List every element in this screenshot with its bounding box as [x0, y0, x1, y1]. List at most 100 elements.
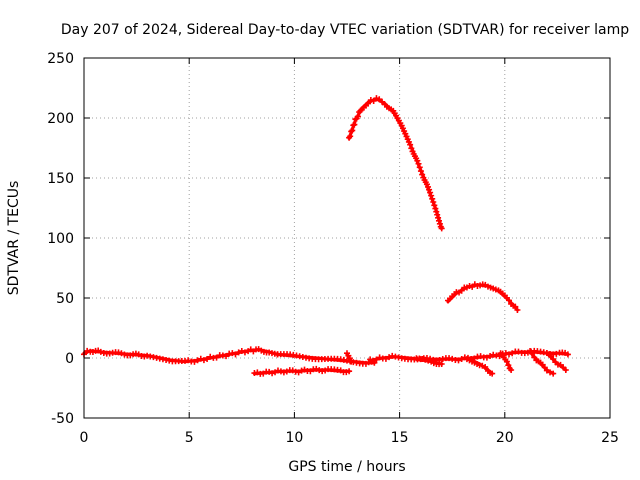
- data-point: [435, 214, 442, 221]
- data-point: [365, 100, 372, 107]
- data-point: [419, 171, 426, 178]
- x-tick-label: 5: [185, 430, 194, 446]
- y-tick-label: 100: [47, 231, 74, 247]
- data-point: [547, 369, 554, 376]
- data-point: [502, 350, 509, 357]
- data-point: [428, 192, 435, 199]
- x-tick-label: 20: [496, 430, 514, 446]
- data-point: [439, 356, 446, 363]
- chart-title: Day 207 of 2024, Sidereal Day-to-day VTE…: [61, 22, 629, 38]
- data-point: [564, 351, 571, 358]
- data-point: [141, 353, 148, 360]
- data-point: [204, 355, 211, 362]
- data-point: [487, 352, 494, 359]
- series-arc-10: [527, 348, 557, 377]
- data-point: [367, 356, 374, 363]
- data-point: [351, 121, 358, 128]
- data-point: [562, 367, 569, 373]
- data-point: [438, 225, 445, 232]
- data-point: [408, 145, 415, 152]
- data-point: [449, 355, 456, 362]
- data-point: [370, 357, 377, 364]
- data-point: [455, 357, 462, 364]
- data-point: [509, 350, 516, 357]
- x-tick-label: 10: [285, 430, 303, 446]
- data-point: [207, 353, 214, 360]
- y-tick-label: 150: [47, 171, 74, 187]
- data-point: [553, 350, 560, 357]
- data-point: [543, 367, 550, 374]
- y-tick-label: 250: [47, 51, 74, 67]
- data-point: [238, 347, 245, 354]
- data-point: [194, 357, 201, 364]
- data-point: [213, 354, 220, 361]
- data-point: [348, 128, 355, 135]
- data-point: [438, 361, 445, 367]
- data-point: [446, 355, 453, 362]
- data-point: [482, 363, 489, 370]
- data-point: [433, 208, 440, 215]
- y-tick-label: -50: [51, 411, 74, 427]
- series-arc-1: [81, 346, 281, 365]
- data-point: [541, 364, 548, 371]
- data-point: [280, 369, 287, 376]
- data-point: [347, 133, 354, 140]
- series-arc-12: [344, 350, 355, 365]
- data-point: [223, 353, 230, 360]
- series-arc-8: [463, 356, 496, 377]
- x-tick-label: 0: [80, 430, 89, 446]
- data-point: [415, 160, 422, 167]
- data-point: [84, 347, 91, 354]
- data-point: [197, 355, 204, 362]
- data-point: [458, 287, 465, 294]
- data-point: [382, 355, 389, 362]
- data-point: [376, 354, 383, 361]
- data-point: [367, 97, 374, 104]
- series-arc-4: [251, 365, 353, 377]
- y-tick-label: 0: [65, 351, 74, 367]
- data-point: [200, 357, 207, 364]
- data-point: [550, 370, 557, 377]
- x-tick-label: 15: [391, 430, 409, 446]
- data-point: [416, 164, 423, 171]
- data-point: [430, 199, 437, 206]
- data-point: [414, 157, 421, 164]
- y-tick-label: 50: [56, 291, 74, 307]
- data-point: [132, 350, 139, 357]
- data-point: [512, 303, 519, 310]
- series-arc-6: [444, 281, 521, 313]
- data-point: [316, 367, 323, 374]
- data-point: [458, 356, 465, 363]
- series-arc-11: [543, 349, 569, 373]
- data-point: [505, 362, 512, 369]
- data-point: [346, 355, 353, 362]
- data-point: [232, 351, 239, 358]
- data-point: [515, 348, 522, 355]
- data-point: [508, 367, 515, 373]
- data-point: [235, 349, 242, 356]
- data-point: [483, 354, 490, 361]
- data-point: [427, 189, 434, 196]
- data-point: [529, 350, 536, 357]
- data-point: [422, 356, 429, 363]
- data-point: [349, 127, 356, 134]
- data-point: [370, 97, 377, 104]
- data-point: [425, 357, 432, 364]
- data-point: [429, 195, 436, 202]
- data-point: [127, 352, 134, 359]
- data-point: [348, 358, 355, 365]
- data-point: [229, 350, 236, 357]
- data-point: [514, 307, 521, 313]
- x-tick-label: 25: [601, 430, 619, 446]
- data-point: [241, 349, 248, 356]
- data-point: [477, 353, 484, 360]
- data-point: [431, 202, 438, 209]
- series-arc-2: [274, 351, 378, 367]
- series-arc-7: [413, 355, 445, 368]
- data-point: [274, 367, 281, 374]
- data-point: [435, 217, 442, 224]
- data-point: [115, 349, 122, 356]
- series-layer: [81, 95, 571, 377]
- data-point: [346, 368, 353, 375]
